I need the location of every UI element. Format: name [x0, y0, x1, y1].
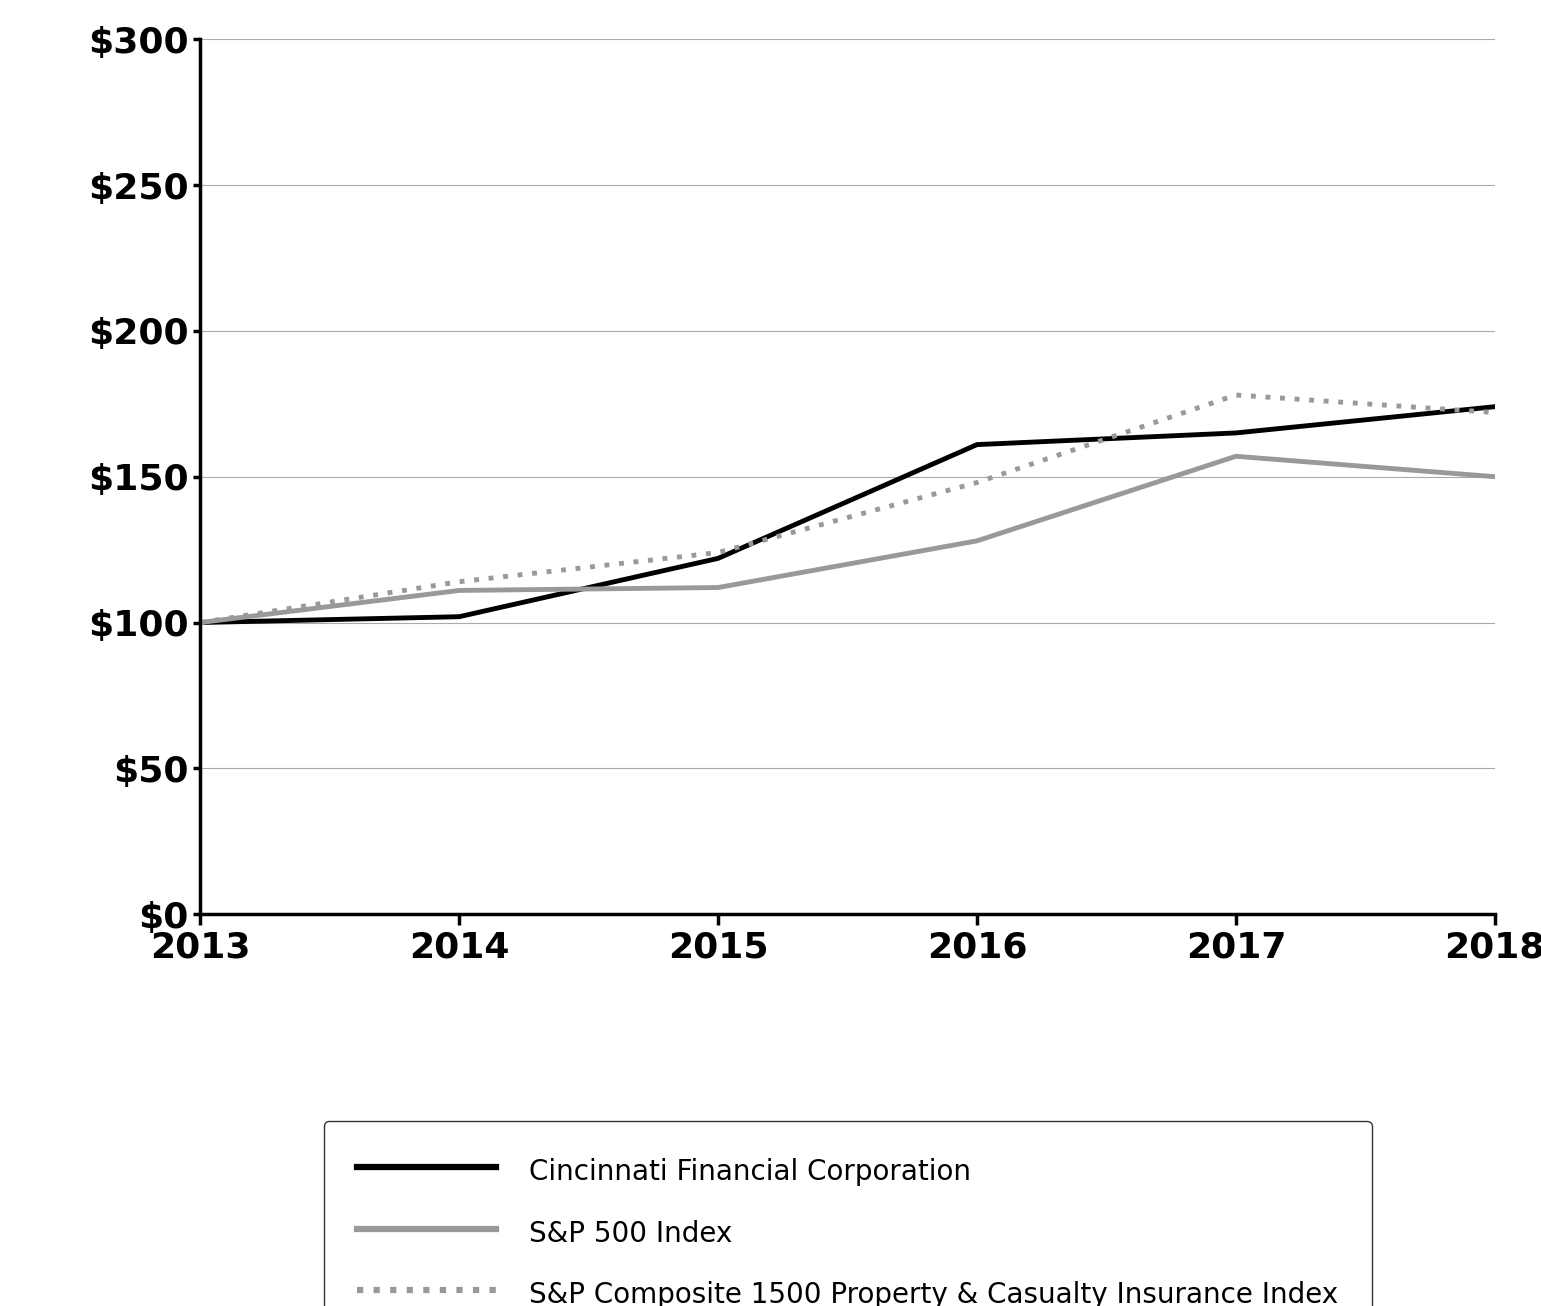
Legend: Cincinnati Financial Corporation, S&P 500 Index, S&P Composite 1500 Property & C: Cincinnati Financial Corporation, S&P 50… — [324, 1121, 1371, 1306]
